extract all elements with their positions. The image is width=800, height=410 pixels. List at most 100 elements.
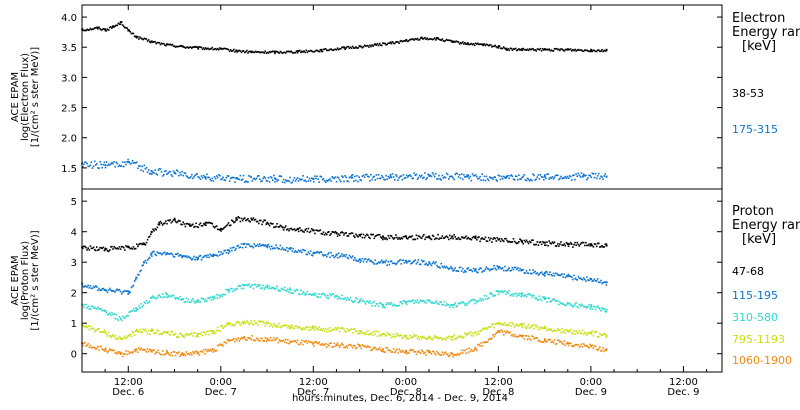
data-point (432, 350, 435, 353)
data-point (392, 42, 395, 45)
data-point (137, 330, 139, 332)
data-point (254, 245, 257, 247)
data-point (602, 246, 604, 248)
data-point (141, 349, 143, 351)
data-point (468, 177, 471, 180)
data-point (364, 331, 367, 334)
data-point (494, 294, 496, 297)
data-point (138, 304, 140, 307)
data-point (174, 46, 177, 48)
data-point (212, 255, 215, 257)
data-point (519, 178, 521, 180)
data-point (552, 330, 555, 333)
data-point (229, 339, 232, 342)
data-point (288, 50, 290, 53)
data-point (313, 325, 315, 328)
data-point (111, 290, 113, 292)
data-point (264, 325, 266, 327)
data-point (129, 163, 132, 165)
data-point (291, 181, 293, 184)
data-point (331, 329, 333, 331)
data-point (562, 49, 564, 51)
data-point (375, 348, 378, 351)
data-point (336, 176, 339, 178)
data-point (346, 296, 349, 299)
data-point (543, 175, 546, 178)
data-point (364, 345, 367, 347)
data-point (517, 267, 519, 269)
data-point (568, 342, 571, 345)
data-point (372, 301, 374, 304)
data-point (479, 330, 481, 332)
data-point (112, 334, 114, 336)
data-point (522, 295, 524, 297)
data-point (548, 240, 550, 242)
data-point (364, 173, 367, 176)
data-point (603, 281, 605, 283)
y-axis-title-line: log(Proton Flux) (20, 241, 31, 320)
data-point (495, 290, 498, 292)
data-point (585, 345, 587, 347)
data-point (243, 320, 246, 323)
data-point (227, 322, 230, 325)
data-point (194, 225, 196, 228)
data-point (117, 165, 120, 168)
data-point (258, 175, 260, 177)
data-point (103, 329, 106, 332)
data-point (411, 177, 413, 180)
data-point (514, 47, 517, 50)
data-point (466, 348, 468, 350)
data-point (394, 351, 396, 354)
data-point (309, 180, 312, 182)
data-point (183, 223, 186, 225)
data-point (242, 218, 245, 220)
data-point (403, 262, 406, 264)
data-point (211, 222, 214, 225)
data-point (562, 276, 564, 278)
data-point (374, 347, 377, 349)
data-point (313, 292, 315, 295)
data-point (275, 244, 277, 246)
data-point (376, 348, 379, 351)
data-point (487, 297, 490, 299)
data-point (269, 323, 272, 325)
data-point (211, 46, 214, 49)
data-point (408, 300, 410, 302)
data-point (359, 178, 361, 181)
data-point (251, 335, 254, 337)
data-point (448, 303, 450, 306)
data-point (180, 254, 182, 257)
data-point (495, 269, 498, 271)
data-point (170, 221, 173, 224)
data-point (505, 293, 507, 296)
y-tick-label: 2.5 (61, 104, 77, 115)
data-point (219, 254, 221, 256)
data-point (304, 341, 306, 343)
data-point (282, 325, 285, 327)
data-point (227, 339, 230, 342)
data-point (287, 250, 289, 253)
data-point (353, 328, 355, 331)
data-point (477, 330, 479, 333)
data-point (273, 174, 275, 177)
data-point (371, 261, 373, 263)
data-point (320, 344, 323, 346)
data-point (593, 305, 596, 308)
data-point (144, 349, 147, 352)
data-point (209, 178, 211, 181)
data-point (345, 176, 347, 179)
data-point (110, 349, 112, 351)
data-point (123, 316, 125, 319)
data-point (307, 251, 310, 253)
data-point (433, 302, 436, 305)
data-point (392, 303, 395, 306)
data-point (503, 333, 505, 336)
data-point (266, 51, 269, 54)
data-point (433, 352, 436, 355)
data-point (195, 350, 197, 352)
data-point (194, 258, 196, 261)
data-point (355, 46, 357, 48)
data-point (371, 331, 373, 334)
data-point (199, 254, 202, 257)
data-point (532, 324, 534, 326)
